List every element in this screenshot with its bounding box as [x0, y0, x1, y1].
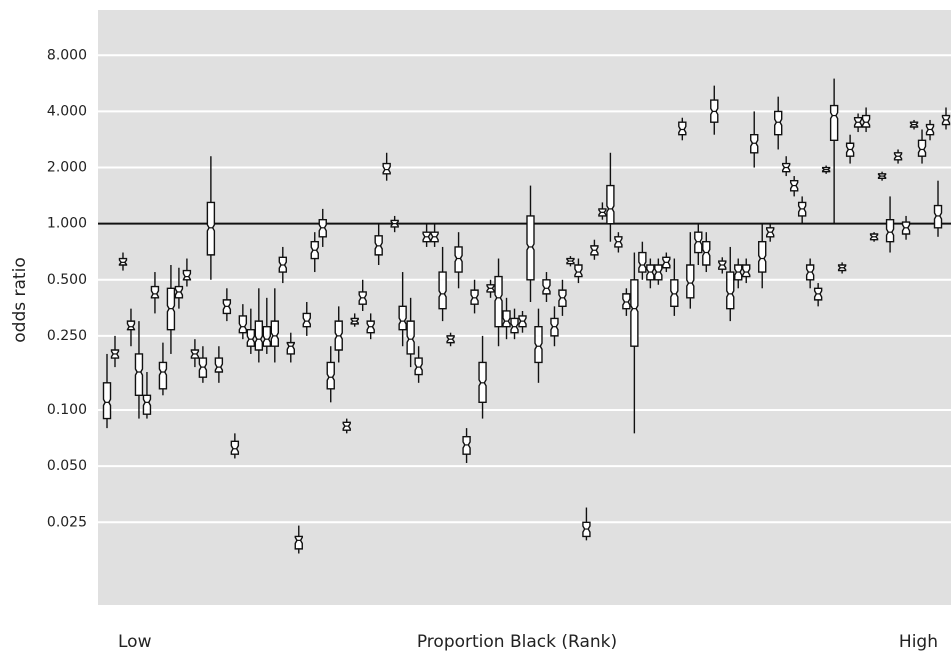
box: [182, 269, 192, 281]
x-low-label: Low: [118, 632, 152, 652]
box: [414, 357, 423, 376]
box: [158, 361, 168, 390]
box: [286, 341, 295, 355]
box: [702, 241, 711, 266]
box: [230, 440, 240, 455]
box: [774, 110, 783, 136]
box: [534, 326, 543, 364]
box: [630, 279, 639, 347]
box: [134, 353, 144, 396]
box: [294, 535, 303, 550]
box: [829, 104, 839, 141]
y-tick-label: 0.250: [47, 328, 87, 344]
box: [574, 264, 583, 278]
box: [502, 310, 511, 328]
y-tick-label: 0.025: [47, 514, 87, 530]
y-tick-label: 0.050: [47, 458, 87, 474]
y-tick-label: 4.000: [47, 103, 87, 119]
box: [678, 121, 687, 136]
box: [494, 275, 503, 328]
box: [470, 289, 479, 305]
box: [254, 320, 264, 351]
box: [270, 320, 279, 347]
box: [885, 219, 895, 243]
box: [742, 264, 751, 278]
box: [606, 184, 615, 225]
box: [302, 312, 311, 328]
box: [150, 285, 160, 299]
box: [622, 293, 631, 310]
box: [526, 215, 535, 281]
y-tick-label: 0.500: [47, 272, 87, 288]
y-axis-label: odds ratio: [10, 257, 30, 342]
box: [142, 394, 152, 415]
box: [246, 328, 256, 347]
box: [206, 201, 216, 256]
y-tick-label: 8.000: [47, 47, 87, 63]
x-axis-label: Proportion Black (Rank): [417, 632, 617, 652]
box: [686, 264, 695, 299]
x-high-label: High: [899, 632, 938, 652]
box: [454, 246, 463, 273]
box: [726, 271, 735, 310]
box: [102, 382, 112, 420]
box: [917, 139, 927, 157]
box: [758, 241, 767, 273]
box: [238, 315, 248, 334]
box: [214, 357, 224, 373]
box: [406, 320, 415, 355]
box: [861, 114, 871, 128]
box: [126, 320, 136, 331]
plot-background: [98, 10, 951, 605]
y-tick-label: 2.000: [47, 160, 87, 176]
y-tick-label: 0.100: [47, 402, 87, 418]
box: [694, 231, 703, 254]
y-tick-label: 1.000: [47, 216, 87, 232]
box: [510, 317, 519, 334]
box: [542, 279, 551, 295]
box: [933, 204, 943, 229]
box: [638, 251, 647, 273]
box: [398, 305, 407, 331]
box: [382, 162, 391, 175]
box: [326, 361, 335, 390]
box: [262, 326, 272, 347]
box: [670, 279, 679, 308]
box: [438, 271, 447, 310]
